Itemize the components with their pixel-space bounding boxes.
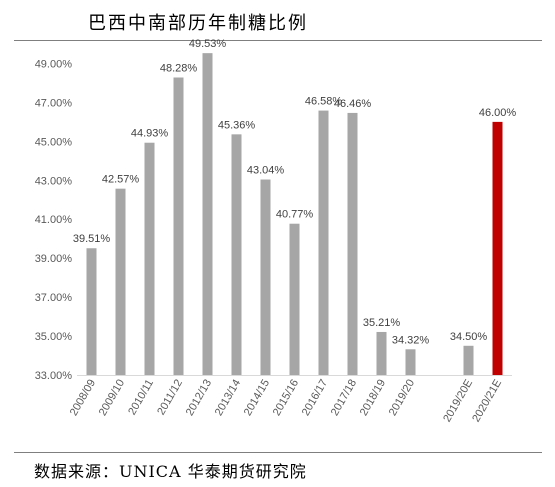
data-label: 35.21% xyxy=(363,317,401,329)
data-label: 45.36% xyxy=(218,119,256,131)
y-tick-label: 33.00% xyxy=(35,370,73,382)
bar xyxy=(115,188,126,375)
x-tick-label: 2009/10 xyxy=(97,378,127,418)
bar xyxy=(260,179,271,375)
x-tick-label: 2008/09 xyxy=(68,378,98,418)
x-tick-label: 2017/18 xyxy=(329,378,359,418)
data-label: 43.04% xyxy=(247,165,285,177)
bar xyxy=(492,121,503,375)
bar xyxy=(376,331,387,375)
data-label: 42.57% xyxy=(102,174,140,186)
y-tick-label: 39.00% xyxy=(35,253,73,265)
y-tick-label: 43.00% xyxy=(35,175,73,187)
bar xyxy=(144,142,155,375)
bar xyxy=(318,110,329,375)
data-label: 48.28% xyxy=(160,62,198,74)
x-tick-label: 2019/20 xyxy=(387,378,417,418)
y-tick-label: 41.00% xyxy=(35,214,73,226)
x-tick-label: 2018/19 xyxy=(358,378,388,418)
x-tick-label: 2010/11 xyxy=(126,378,156,418)
bar xyxy=(463,345,474,375)
data-label: 40.77% xyxy=(276,209,314,221)
data-label: 34.50% xyxy=(450,331,488,343)
x-tick-label: 2013/14 xyxy=(213,378,243,418)
x-tick-label: 2015/16 xyxy=(271,378,301,418)
x-tick-label: 2012/13 xyxy=(184,378,214,418)
bar xyxy=(231,134,242,375)
data-label: 39.51% xyxy=(73,233,111,245)
bar xyxy=(405,349,416,375)
title-bar: 巴西中南部历年制糖比例 xyxy=(14,4,542,41)
data-label: 46.00% xyxy=(479,107,517,119)
x-tick-label: 2014/15 xyxy=(242,378,272,418)
data-label: 46.58% xyxy=(305,96,343,108)
y-tick-label: 45.00% xyxy=(35,136,73,148)
footer-bar: 数据来源：UNICA 华泰期货研究院 xyxy=(14,452,542,483)
bar xyxy=(347,112,358,376)
y-tick-label: 49.00% xyxy=(35,58,73,70)
source-note: 数据来源：UNICA 华泰期货研究院 xyxy=(34,462,307,481)
bar xyxy=(173,77,184,375)
x-tick-label: 2020/21E xyxy=(470,378,504,425)
y-tick-label: 47.00% xyxy=(35,97,73,109)
y-tick-label: 35.00% xyxy=(35,331,73,343)
y-tick-label: 37.00% xyxy=(35,292,73,304)
data-label: 44.93% xyxy=(131,128,169,140)
bar xyxy=(202,53,213,375)
bar xyxy=(289,223,300,375)
x-tick-label: 2011/12 xyxy=(155,378,185,418)
chart-title: 巴西中南部历年制糖比例 xyxy=(88,13,308,34)
x-tick-label: 2016/17 xyxy=(300,378,330,418)
bar xyxy=(86,248,97,375)
data-label: 49.53% xyxy=(189,38,227,50)
data-label: 34.32% xyxy=(392,334,430,346)
data-label: 46.46% xyxy=(334,98,372,110)
